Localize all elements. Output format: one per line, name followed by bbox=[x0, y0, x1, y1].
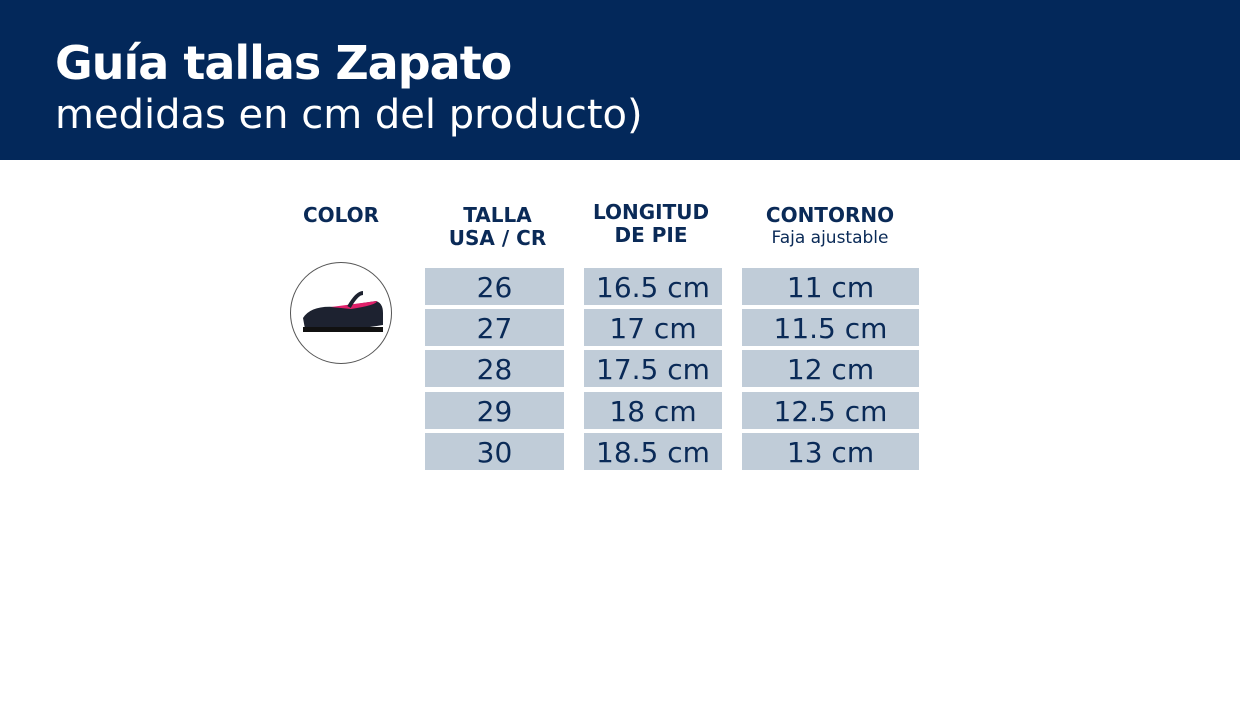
header-banner: Guía tallas Zapato medidas en cm del pro… bbox=[0, 0, 1240, 160]
header-longitud-line2: DE PIE bbox=[614, 223, 688, 247]
header-talla: TALLA USA / CR bbox=[425, 204, 570, 250]
shoe-image bbox=[290, 262, 392, 364]
cell-contorno: 12 cm bbox=[742, 350, 919, 387]
header-talla-line2: USA / CR bbox=[448, 226, 547, 250]
cell-longitud: 17 cm bbox=[584, 309, 722, 346]
cell-contorno: 11.5 cm bbox=[742, 309, 919, 346]
cell-longitud: 16.5 cm bbox=[584, 268, 722, 305]
cell-longitud: 18 cm bbox=[584, 392, 722, 429]
cell-talla: 28 bbox=[425, 350, 564, 387]
cell-contorno: 11 cm bbox=[742, 268, 919, 305]
header-contorno-line1: CONTORNO bbox=[765, 203, 895, 227]
header-longitud: LONGITUD DE PIE bbox=[580, 201, 722, 247]
cell-longitud: 18.5 cm bbox=[584, 433, 722, 470]
header-longitud-line1: LONGITUD bbox=[592, 200, 710, 224]
page-title: Guía tallas Zapato bbox=[55, 36, 512, 90]
cell-talla: 27 bbox=[425, 309, 564, 346]
page-subtitle: medidas en cm del producto) bbox=[55, 92, 643, 138]
header-talla-line1: TALLA bbox=[463, 203, 532, 227]
header-contorno-sub: Faja ajustable bbox=[771, 228, 889, 248]
cell-talla: 26 bbox=[425, 268, 564, 305]
header-color: COLOR bbox=[302, 203, 380, 227]
cell-talla: 29 bbox=[425, 392, 564, 429]
cell-contorno: 13 cm bbox=[742, 433, 919, 470]
cell-talla: 30 bbox=[425, 433, 564, 470]
header-contorno: CONTORNO Faja ajustable bbox=[742, 204, 918, 250]
cell-contorno: 12.5 cm bbox=[742, 392, 919, 429]
cell-longitud: 17.5 cm bbox=[584, 350, 722, 387]
